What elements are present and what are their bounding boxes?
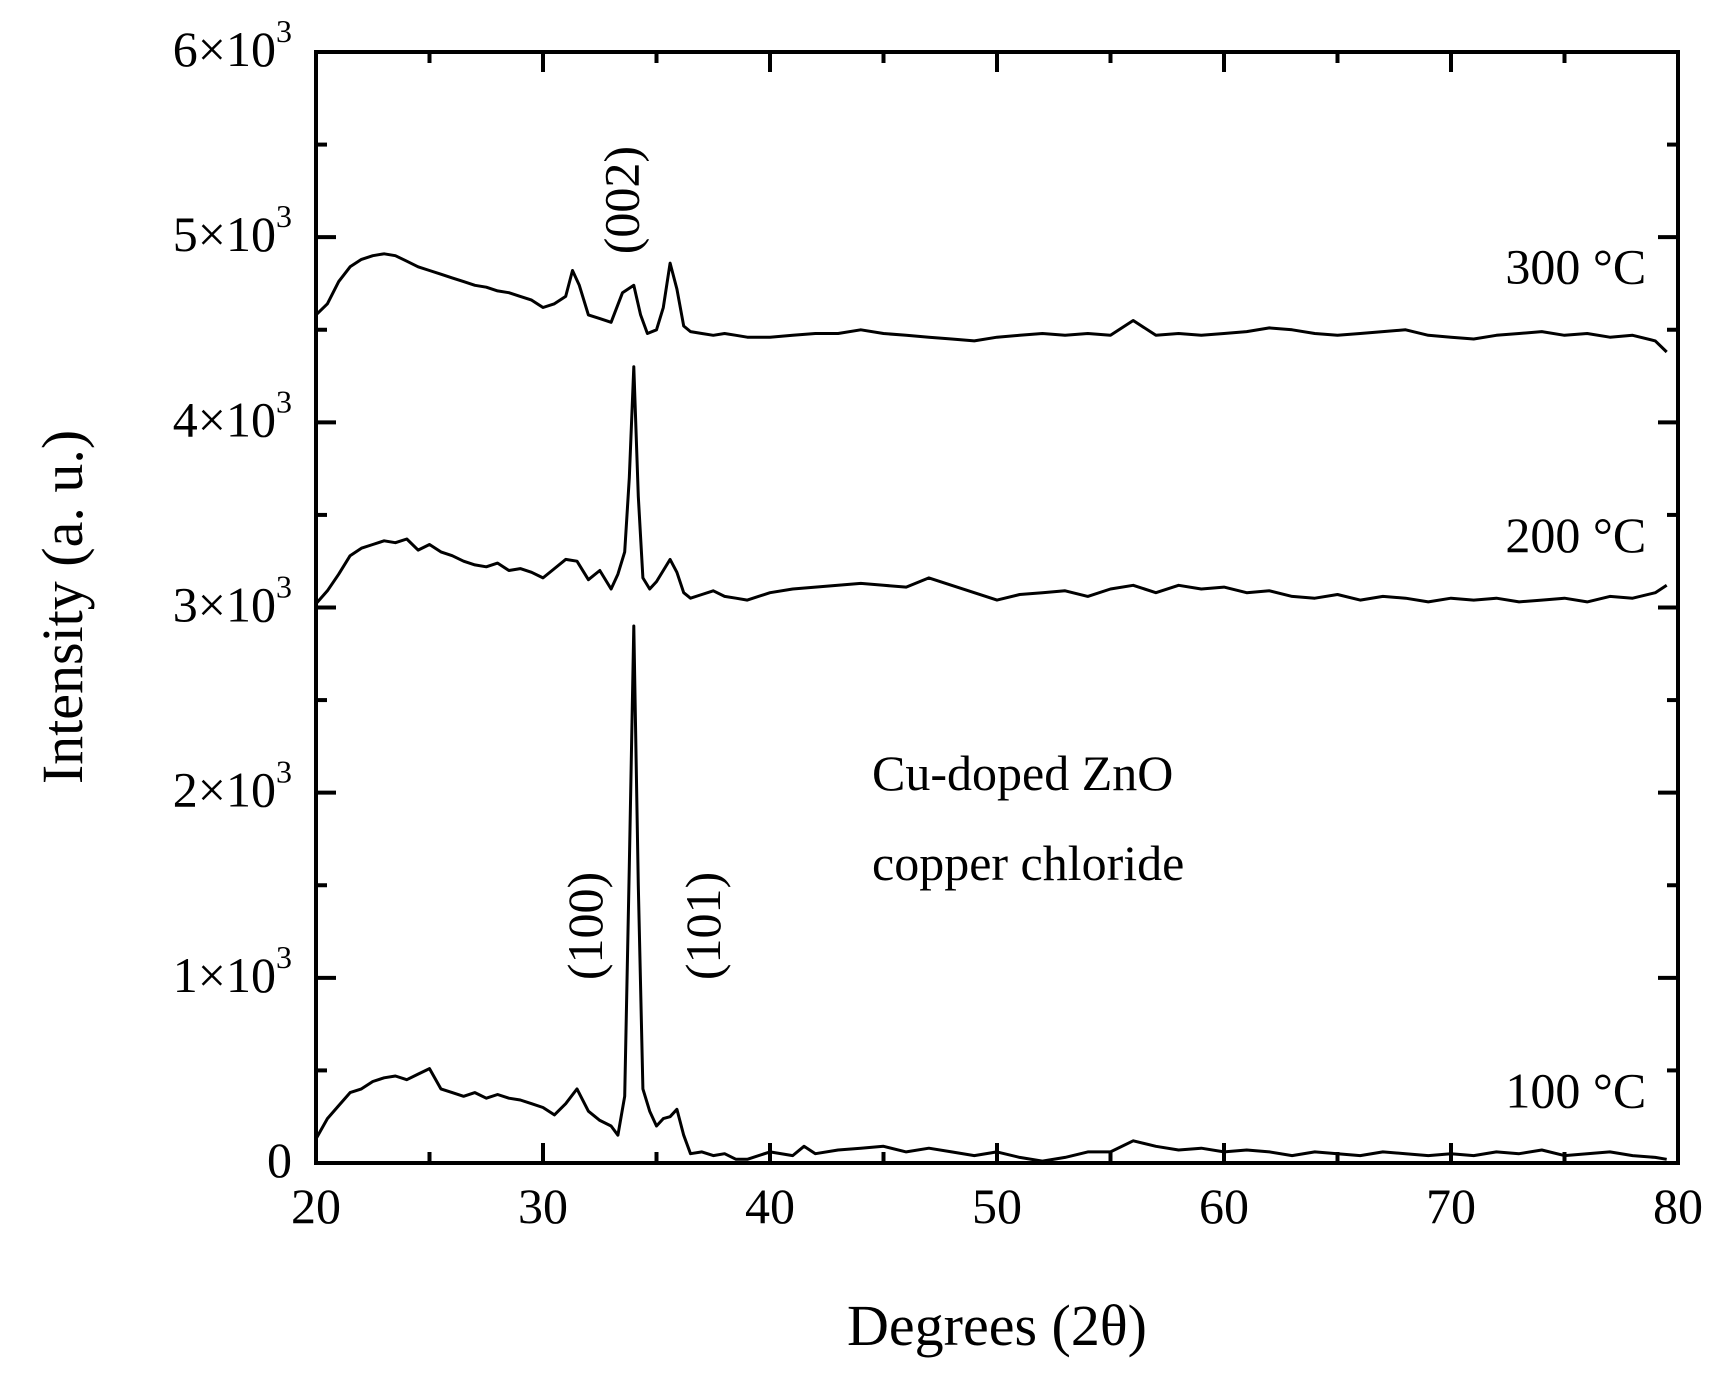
y-tick-label-3000: 3×103 xyxy=(173,569,292,633)
series-label-100C: 100 °C xyxy=(1505,1062,1646,1118)
series-label-200C: 200 °C xyxy=(1505,507,1646,563)
y-tick-label-base: 0 xyxy=(267,1132,292,1188)
y-tick-label-exponent: 3 xyxy=(276,198,292,234)
annotation-line-1: Cu-doped ZnO xyxy=(872,745,1173,801)
x-tick-label-40: 40 xyxy=(745,1178,795,1234)
y-tick-label-1000: 1×103 xyxy=(173,939,292,1003)
series-layer xyxy=(314,252,1668,1163)
x-tick-label-70: 70 xyxy=(1426,1178,1476,1234)
x-tick-label-20: 20 xyxy=(291,1178,341,1234)
y-tick-label-exponent: 3 xyxy=(276,939,292,975)
y-tick-label-exponent: 3 xyxy=(276,383,292,419)
annotation-line-2: copper chloride xyxy=(872,835,1184,891)
y-tick-label-base: 5×10 xyxy=(173,206,276,262)
series-label-300C: 300 °C xyxy=(1505,238,1646,294)
y-tick-label-6000: 6×103 xyxy=(173,13,292,77)
peak-label-002: (002) xyxy=(593,146,649,254)
x-tick-label-50: 50 xyxy=(972,1178,1022,1234)
x-tick-label-30: 30 xyxy=(518,1178,568,1234)
y-axis-title: Intensity (a. u.) xyxy=(30,430,95,784)
peak-label-101: (101) xyxy=(675,872,731,980)
ticks-layer xyxy=(314,50,1680,1165)
y-tick-label-4000: 4×103 xyxy=(173,383,292,447)
y-tick-label-base: 1×10 xyxy=(173,947,276,1003)
peak-label-100: (100) xyxy=(557,872,613,980)
x-axis-title: Degrees (2θ) xyxy=(847,1293,1147,1358)
y-tick-label-base: 4×10 xyxy=(173,391,276,447)
series-line-200C xyxy=(314,365,1668,605)
y-tick-label-base: 6×10 xyxy=(173,21,276,77)
y-tick-label-exponent: 3 xyxy=(276,13,292,49)
y-tick-label-exponent: 3 xyxy=(276,569,292,605)
plot-frame xyxy=(314,50,1680,1165)
x-tick-label-60: 60 xyxy=(1199,1178,1249,1234)
labels-layer: 20 30 40 50 60 70 8001×1032×1033×1034×1035×103… xyxy=(173,13,1703,1234)
y-tick-label-base: 2×10 xyxy=(173,762,276,818)
series-line-300C xyxy=(314,252,1668,354)
y-tick-label-2000: 2×103 xyxy=(173,754,292,818)
x-tick-label-80: 80 xyxy=(1653,1178,1703,1234)
y-tick-label-0: 0 xyxy=(267,1132,292,1188)
y-tick-label-base: 3×10 xyxy=(173,577,276,633)
y-tick-label-exponent: 3 xyxy=(276,754,292,790)
y-tick-label-5000: 5×103 xyxy=(173,198,292,262)
series-line-100C xyxy=(314,624,1667,1163)
